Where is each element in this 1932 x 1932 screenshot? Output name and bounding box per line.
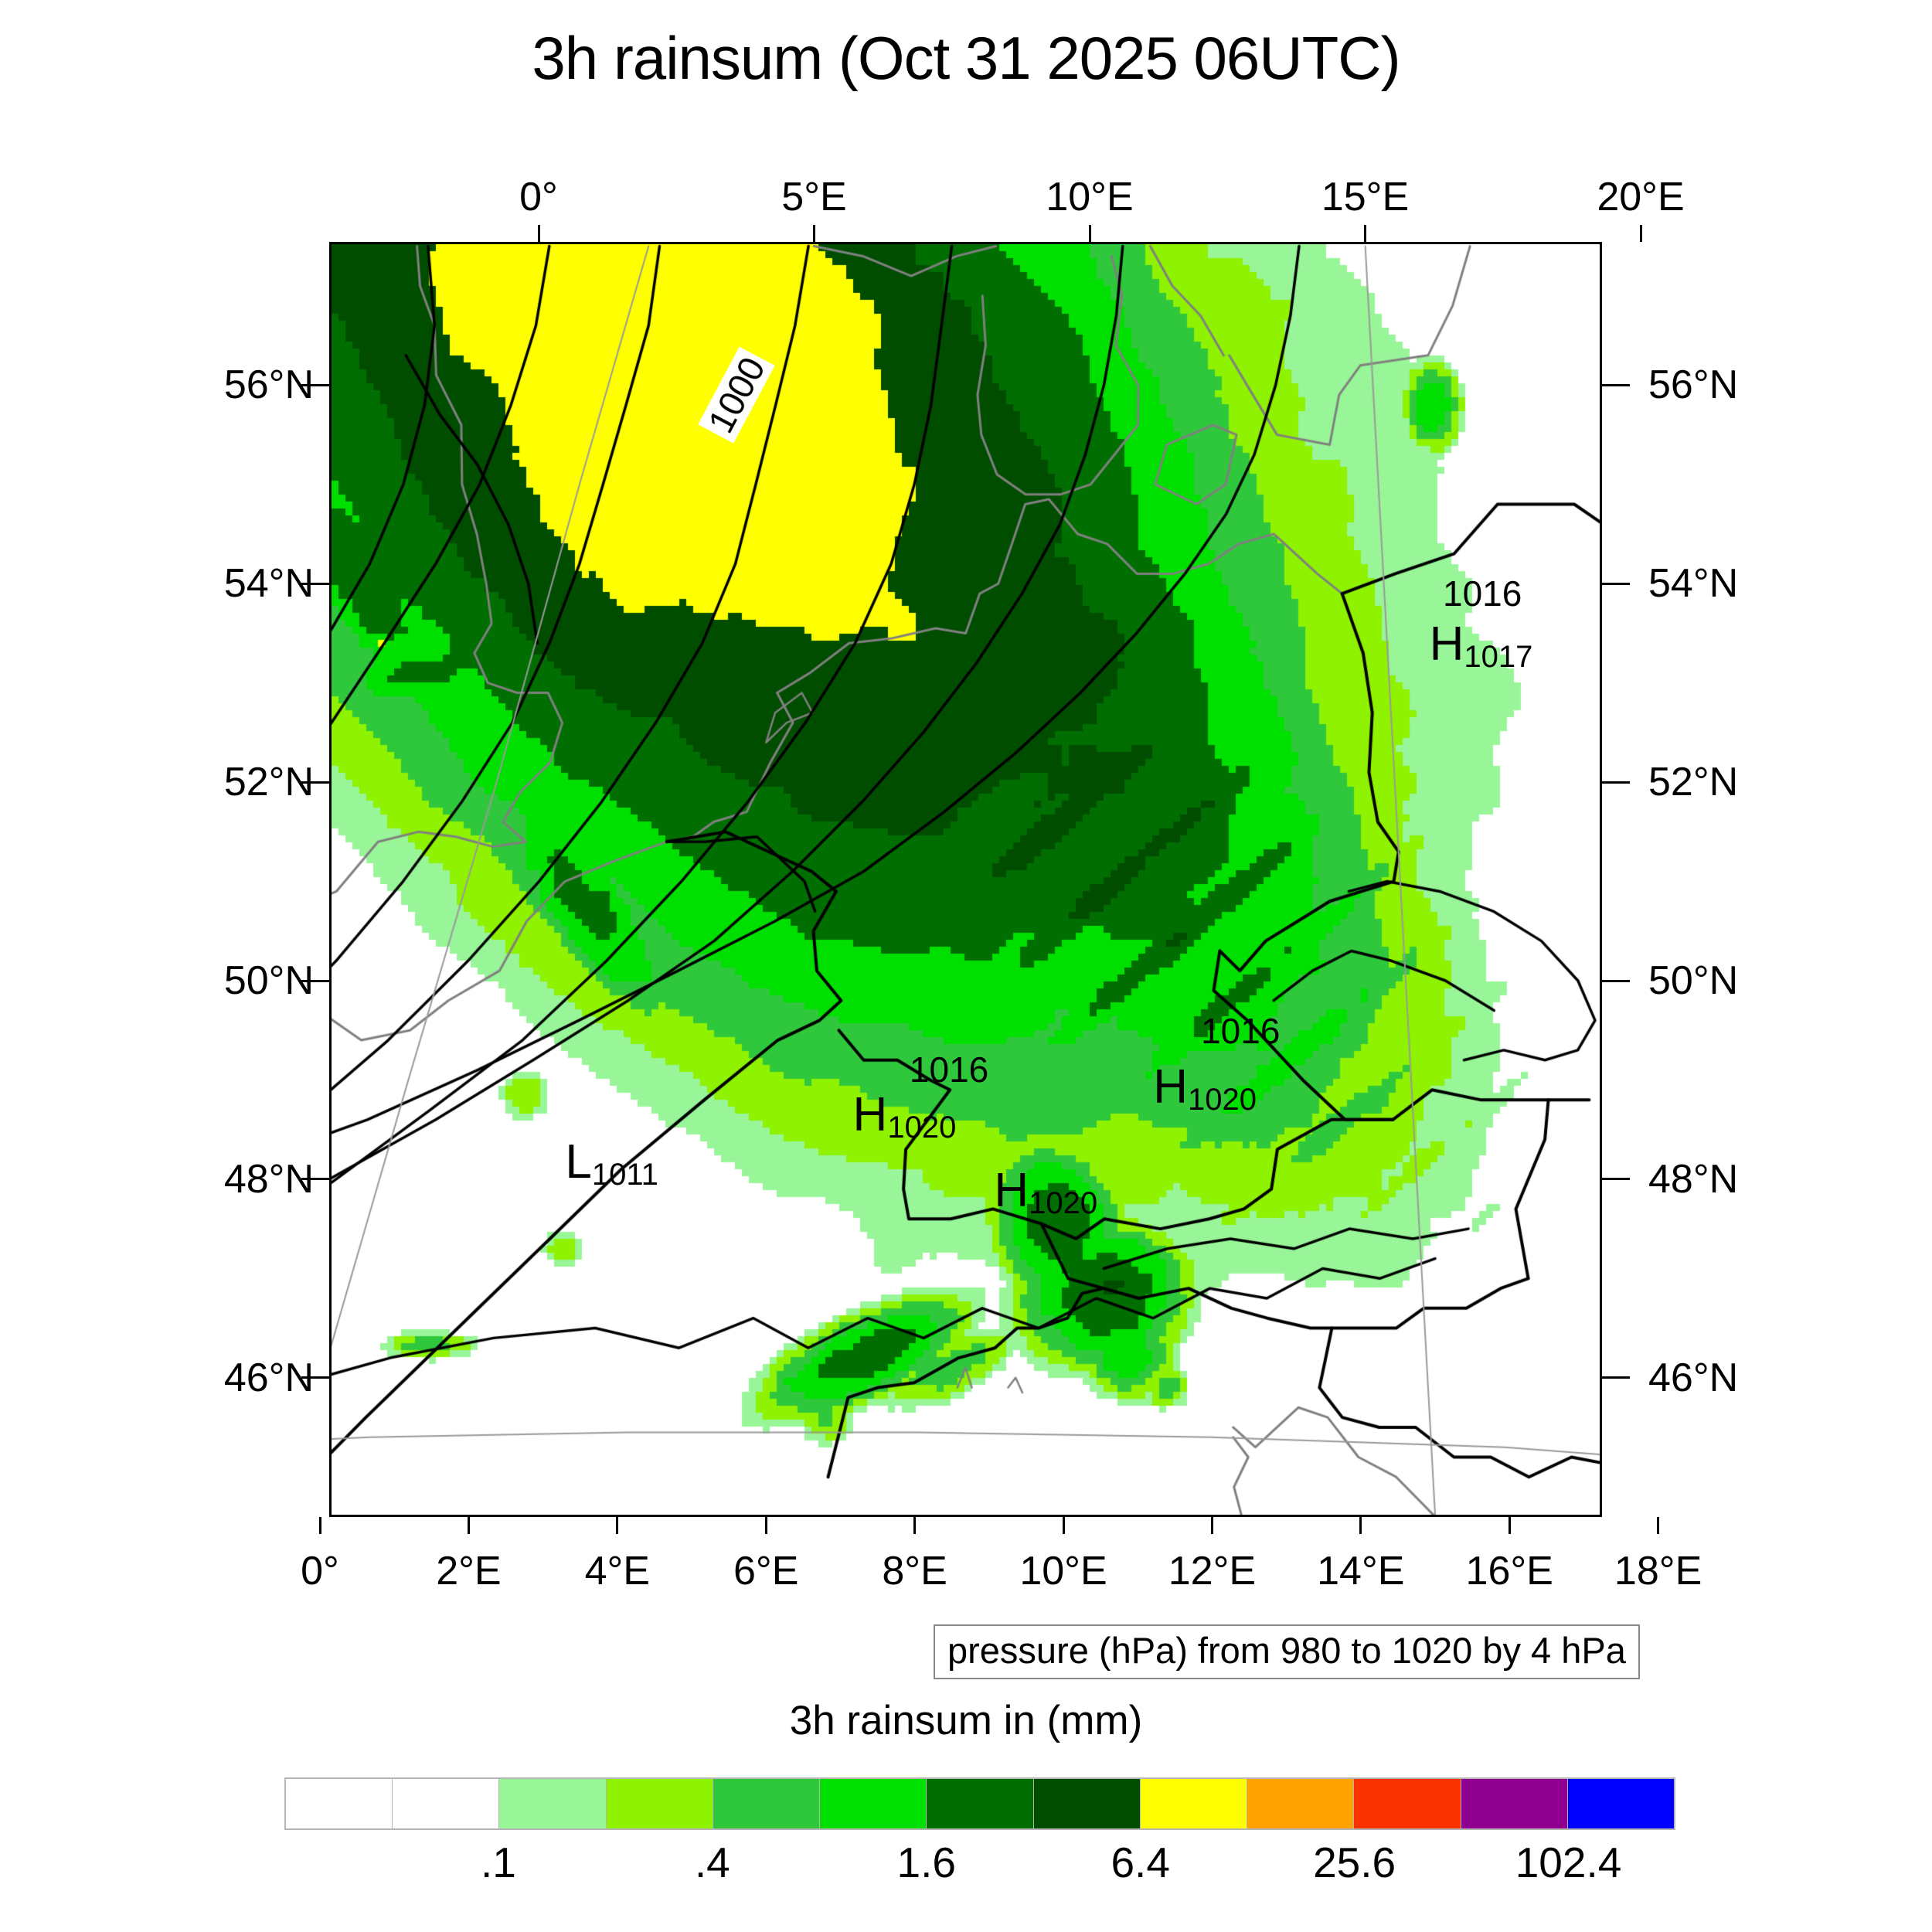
- tick-label-bottom-1: 2°E: [436, 1549, 502, 1594]
- colorbar-cell-2[interactable]: [499, 1779, 607, 1828]
- tick-label-top-2: 10°E: [1046, 175, 1134, 219]
- tick-mark-bottom-8: [1508, 1517, 1511, 1534]
- tick-label-right-5: 46°N: [1648, 1355, 1739, 1400]
- colorbar-title: 3h rainsum in (mm): [789, 1698, 1143, 1743]
- tick-mark-left-4: [301, 1178, 329, 1181]
- tick-mark-bottom-9: [1657, 1517, 1660, 1534]
- tick-label-left-2: 52°N: [223, 760, 314, 805]
- tick-label-bottom-9: 18°E: [1614, 1549, 1702, 1594]
- tick-label-bottom-0: 0°: [301, 1549, 339, 1594]
- map-plot-area[interactable]: [329, 242, 1602, 1517]
- tick-label-top-4: 20°E: [1597, 175, 1685, 219]
- colorbar-tick-3: 6.4: [1111, 1838, 1170, 1886]
- tick-mark-left-0: [301, 383, 329, 386]
- pressure-high-1017: H1017: [1429, 617, 1533, 675]
- tick-mark-left-5: [301, 1376, 329, 1379]
- tick-label-left-3: 50°N: [223, 958, 314, 1003]
- pressure-low-1011: L1011: [565, 1135, 658, 1192]
- colorbar-cell-5[interactable]: [820, 1779, 927, 1828]
- tick-label-top-0: 0°: [519, 175, 558, 219]
- colorbar-cell-11[interactable]: [1461, 1779, 1568, 1828]
- tick-mark-right-4: [1602, 1178, 1630, 1181]
- tick-label-bottom-4: 8°E: [882, 1549, 947, 1594]
- tick-label-left-0: 56°N: [223, 362, 314, 408]
- tick-mark-bottom-4: [913, 1517, 917, 1534]
- contour-label-1016-south: 1016: [909, 1049, 989, 1090]
- tick-label-right-2: 52°N: [1648, 760, 1739, 805]
- tick-label-bottom-2: 4°E: [584, 1549, 650, 1594]
- tick-mark-bottom-3: [764, 1517, 767, 1534]
- tick-mark-left-1: [301, 582, 329, 585]
- tick-label-bottom-8: 16°E: [1465, 1549, 1553, 1594]
- colorbar-tick-4: 25.6: [1313, 1838, 1396, 1886]
- tick-label-left-5: 46°N: [223, 1355, 314, 1400]
- colorbar-cell-7[interactable]: [1033, 1779, 1141, 1828]
- tick-mark-right-2: [1602, 781, 1630, 784]
- page-title: 3h rainsum (Oct 31 2025 06UTC): [532, 24, 1400, 92]
- tick-label-top-1: 5°E: [781, 175, 847, 219]
- tick-mark-right-1: [1602, 582, 1630, 585]
- contour-label-1016-east: 1016: [1443, 573, 1522, 614]
- tick-label-bottom-6: 12°E: [1168, 1549, 1257, 1594]
- colorbar-tick-0: .1: [480, 1838, 516, 1886]
- colorbar-cell-3[interactable]: [606, 1779, 713, 1828]
- pressure-high-1020-east: H1020: [1153, 1060, 1257, 1117]
- tick-label-bottom-5: 10°E: [1019, 1549, 1107, 1594]
- colorbar[interactable]: [284, 1777, 1675, 1830]
- tick-mark-top-4: [1639, 225, 1642, 242]
- colorbar-cell-6[interactable]: [927, 1779, 1034, 1828]
- tick-mark-top-1: [813, 225, 815, 242]
- tick-mark-top-0: [537, 225, 540, 242]
- tick-mark-bottom-1: [467, 1517, 470, 1534]
- tick-label-bottom-3: 6°E: [733, 1549, 799, 1594]
- pressure-legend-box: pressure (hPa) from 980 to 1020 by 4 hPa: [934, 1624, 1640, 1679]
- tick-mark-left-3: [301, 979, 329, 982]
- tick-mark-bottom-6: [1210, 1517, 1213, 1534]
- colorbar-cell-1[interactable]: [393, 1779, 500, 1828]
- colorbar-cell-9[interactable]: [1247, 1779, 1355, 1828]
- contour-label-1016-southeast: 1016: [1201, 1011, 1281, 1052]
- colorbar-cell-10[interactable]: [1354, 1779, 1461, 1828]
- pressure-high-1020-west: H1020: [852, 1088, 957, 1145]
- tick-mark-top-3: [1364, 225, 1366, 242]
- tick-label-right-3: 50°N: [1648, 958, 1739, 1003]
- tick-mark-right-5: [1602, 1376, 1630, 1379]
- tick-label-right-0: 56°N: [1648, 362, 1739, 408]
- colorbar-cell-8[interactable]: [1140, 1779, 1248, 1828]
- tick-mark-bottom-5: [1062, 1517, 1065, 1534]
- colorbar-cell-4[interactable]: [713, 1779, 821, 1828]
- tick-mark-left-2: [301, 781, 329, 784]
- tick-label-right-4: 48°N: [1648, 1156, 1739, 1202]
- pressure-high-1020-south: H1020: [994, 1163, 1098, 1220]
- tick-label-top-3: 15°E: [1321, 175, 1410, 219]
- tick-mark-top-2: [1088, 225, 1091, 242]
- tick-mark-bottom-0: [318, 1517, 321, 1534]
- tick-mark-right-0: [1602, 383, 1630, 386]
- colorbar-cell-0[interactable]: [286, 1779, 393, 1828]
- tick-label-bottom-7: 14°E: [1317, 1549, 1405, 1594]
- tick-label-left-4: 48°N: [223, 1156, 314, 1202]
- tick-mark-bottom-2: [616, 1517, 619, 1534]
- tick-mark-right-3: [1602, 979, 1630, 982]
- tick-mark-bottom-7: [1359, 1517, 1362, 1534]
- tick-label-left-1: 54°N: [223, 561, 314, 607]
- colorbar-tick-1: .4: [694, 1838, 730, 1886]
- colorbar-tick-5: 102.4: [1515, 1838, 1622, 1886]
- colorbar-cell-12[interactable]: [1567, 1779, 1675, 1828]
- colorbar-tick-2: 1.6: [896, 1838, 956, 1886]
- tick-label-right-1: 54°N: [1648, 561, 1739, 607]
- colorbar-tick-labels: .1 .4 1.6 6.4 25.6 102.4: [284, 1838, 1675, 1900]
- map-overlay-coastlines-contours: [332, 244, 1600, 1515]
